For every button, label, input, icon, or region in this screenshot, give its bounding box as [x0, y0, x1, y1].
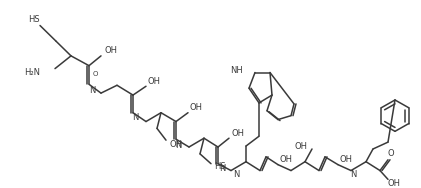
- Text: OH: OH: [231, 129, 244, 138]
- Text: N: N: [219, 164, 225, 173]
- Text: HS: HS: [214, 162, 226, 171]
- Text: OH: OH: [190, 103, 203, 112]
- Text: N: N: [350, 170, 356, 179]
- Text: OH: OH: [340, 155, 353, 164]
- Text: N: N: [233, 170, 239, 179]
- Text: OH: OH: [148, 77, 161, 86]
- Text: N: N: [89, 86, 95, 95]
- Text: N: N: [132, 113, 138, 122]
- Text: O: O: [388, 149, 394, 158]
- Text: OH: OH: [295, 142, 308, 151]
- Text: HS: HS: [28, 15, 40, 24]
- Text: OH: OH: [170, 139, 183, 149]
- Text: OH: OH: [388, 179, 401, 188]
- Text: OH: OH: [280, 155, 293, 164]
- Text: N: N: [175, 141, 181, 150]
- Text: OH: OH: [105, 46, 118, 55]
- Text: H₂N: H₂N: [24, 68, 40, 77]
- Text: NH: NH: [230, 66, 243, 75]
- Text: O: O: [93, 71, 99, 77]
